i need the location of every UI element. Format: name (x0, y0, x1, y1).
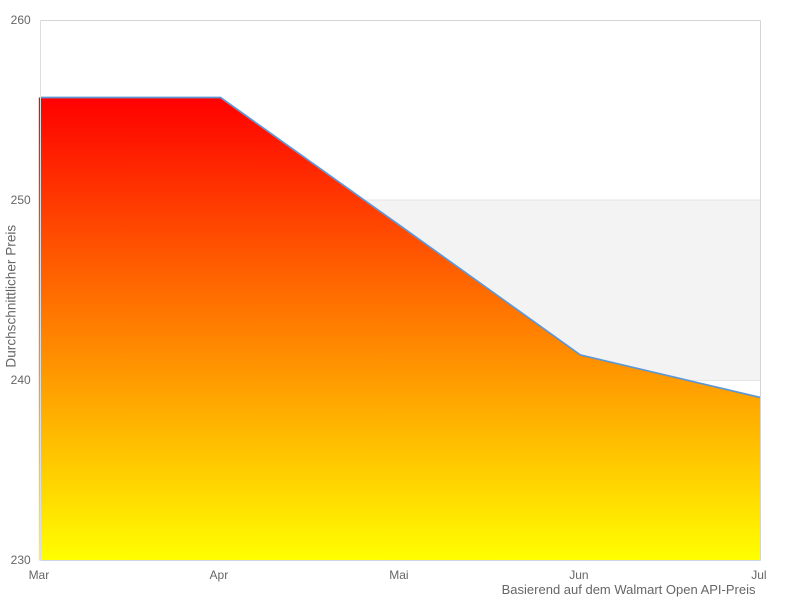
svg-text:240: 240 (11, 373, 31, 387)
svg-text:Jun: Jun (569, 568, 588, 582)
svg-text:Apr: Apr (210, 568, 229, 582)
svg-text:250: 250 (11, 193, 31, 207)
svg-text:Durchschnittlicher Preis: Durchschnittlicher Preis (3, 225, 18, 368)
svg-text:Basierend auf dem Walmart Open: Basierend auf dem Walmart Open API-Preis (502, 582, 756, 597)
svg-text:Mai: Mai (389, 568, 408, 582)
svg-text:260: 260 (11, 13, 31, 27)
svg-text:230: 230 (11, 553, 31, 567)
svg-text:Mar: Mar (29, 568, 50, 582)
svg-text:Jul: Jul (751, 568, 766, 582)
